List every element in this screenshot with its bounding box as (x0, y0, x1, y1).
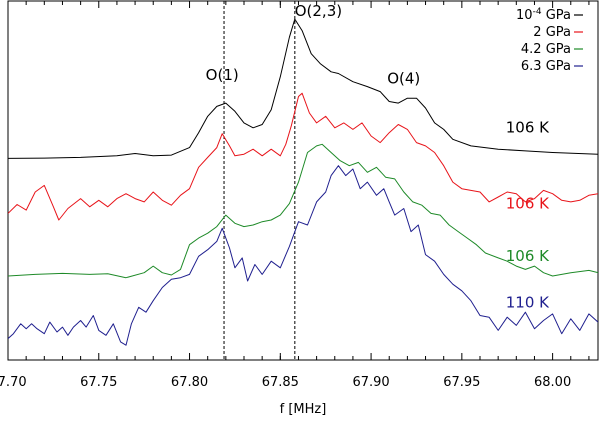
peak-label-1: O(1) (206, 66, 239, 84)
spectrum-line-2 (8, 92, 598, 221)
peak-label-2: O(2,3) (295, 2, 342, 20)
spectrum-line-1 (8, 18, 598, 159)
peak-labels: O(1) O(2,3) O(4) (206, 2, 421, 88)
x-tick-label-5: 67.90 (352, 375, 389, 390)
peak-label-3: O(4) (387, 69, 420, 87)
x-axis-label: f [MHz] (280, 402, 327, 417)
x-tick-label-4: 67.85 (262, 375, 299, 390)
legend-label-1: 10-4 GPa (516, 7, 571, 23)
reference-lines (223, 1, 296, 360)
temperature-label-3: 106 K (506, 247, 550, 265)
x-axis: 67.70 67.75 67.80 67.85 67.90 67.95 68.00 (0, 1, 590, 390)
x-tick-label-2: 67.75 (80, 375, 117, 390)
series-layer (8, 18, 598, 346)
x-tick-label-6: 67.95 (443, 375, 480, 390)
legend-label-3: 4.2 GPa (521, 42, 571, 57)
legend-label-4: 6.3 GPa (521, 59, 571, 74)
x-tick-label-7: 68.00 (534, 375, 571, 390)
series-temperature-labels: 106 K 106 K 106 K 110 K (506, 119, 550, 312)
legend-label-2: 2 GPa (533, 25, 571, 40)
x-tick-label-3: 67.80 (171, 375, 208, 390)
legend: 10-4 GPa 2 GPa 4.2 GPa 6.3 GPa (516, 7, 583, 74)
temperature-label-1: 106 K (506, 119, 550, 137)
temperature-label-4: 110 K (506, 293, 550, 311)
spectrum-line-3 (8, 143, 598, 279)
spectrum-line-4 (8, 165, 598, 346)
x-tick-label-1: 67.70 (0, 375, 27, 390)
temperature-label-2: 106 K (506, 194, 550, 212)
plot-frame (7, 0, 599, 361)
